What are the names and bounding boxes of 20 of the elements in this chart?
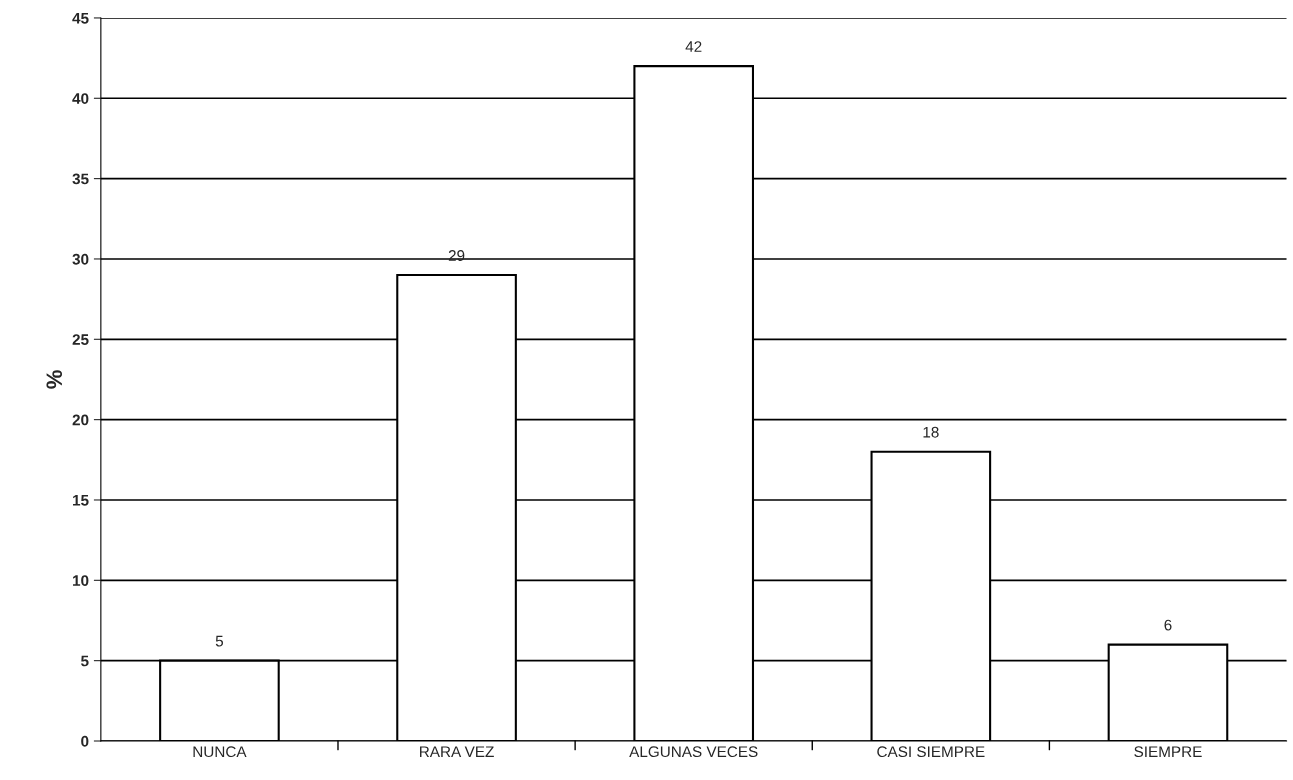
x-tick-label: NUNCA bbox=[193, 746, 247, 758]
x-tick-label: RARA VEZ bbox=[420, 746, 494, 757]
y-tick-label: 20 bbox=[72, 414, 89, 426]
y-tick-label: 30 bbox=[72, 253, 89, 265]
y-tick-label: 15 bbox=[73, 495, 89, 506]
y-tick-label: 45 bbox=[72, 12, 89, 24]
data-label: 18 bbox=[923, 426, 939, 438]
x-tick-label: CASI SIEMPRE bbox=[877, 746, 985, 758]
data-label: 6 bbox=[1164, 619, 1172, 631]
y-tick-label: 5 bbox=[81, 655, 89, 667]
y-axis-title: % bbox=[46, 370, 63, 389]
x-tick-label: ALGUNAS VECES bbox=[629, 746, 758, 758]
data-label: 5 bbox=[215, 635, 224, 647]
y-tick-label: 25 bbox=[72, 334, 89, 345]
y-tick-label: 40 bbox=[72, 93, 89, 104]
y-tick-label: 10 bbox=[73, 575, 89, 587]
y-tick-label: 0 bbox=[81, 735, 89, 747]
y-tick-label: 35 bbox=[72, 173, 89, 185]
x-tick-label: SIEMPRE bbox=[1134, 746, 1202, 758]
data-label: 42 bbox=[685, 41, 702, 52]
